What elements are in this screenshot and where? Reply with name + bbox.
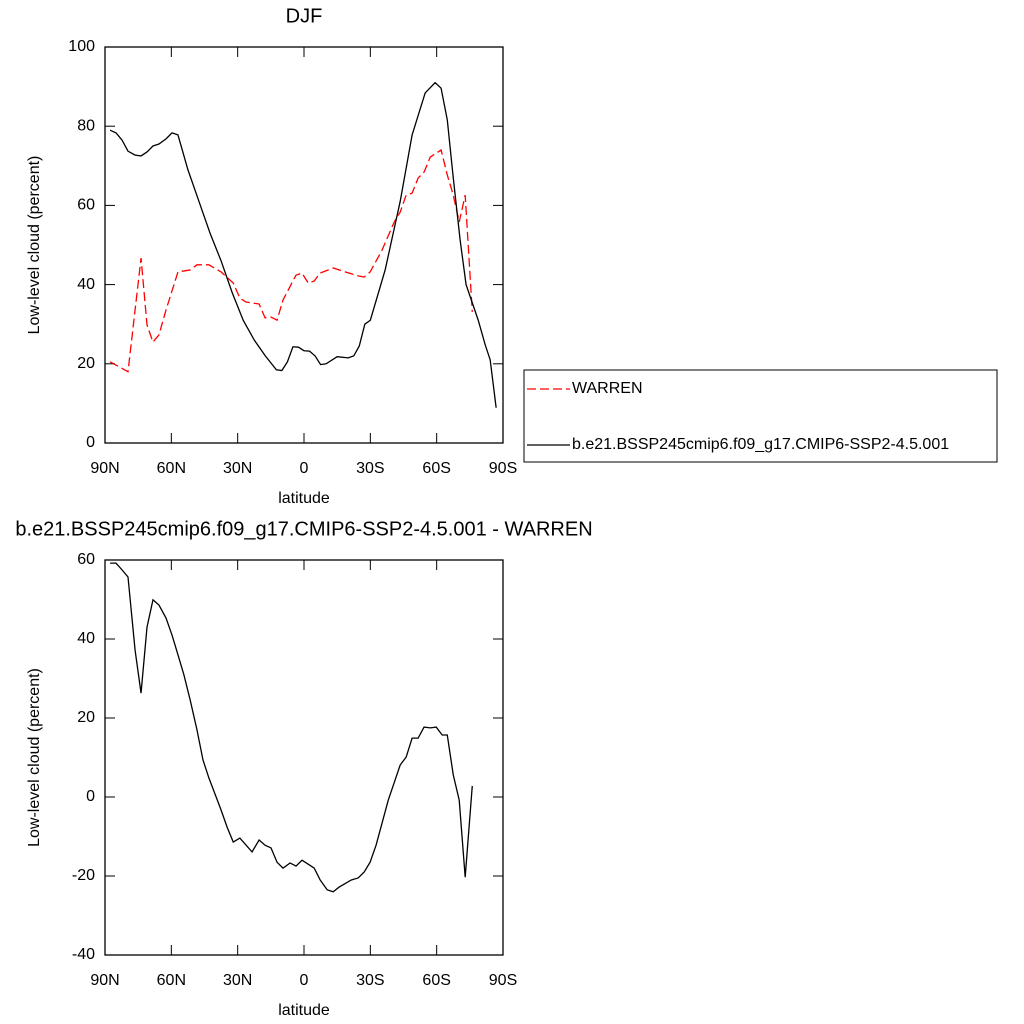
x-tick-label: 60N (157, 460, 186, 477)
chart-title: b.e21.BSSP245cmip6.f09_g17.CMIP6-SSP2-4.… (15, 518, 592, 540)
x-tick-label: 90N (90, 460, 119, 477)
x-tick-label: 0 (300, 972, 309, 989)
x-tick-label: 0 (300, 460, 309, 477)
x-tick-label: 30S (356, 972, 384, 989)
x-tick-label: 90N (90, 972, 119, 989)
y-axis-label: Low-level cloud (percent) (26, 156, 43, 335)
x-tick-label: 60S (422, 972, 450, 989)
y-tick-label: 40 (77, 630, 95, 647)
chart-panel: b.e21.BSSP245cmip6.f09_g17.CMIP6-SSP2-4.… (15, 518, 592, 1019)
chart-panel: DJF latitude Low-level cloud (percent) 90N 6… (26, 5, 998, 507)
x-tick-label: 90S (489, 972, 517, 989)
x-tick-label: 30N (223, 972, 252, 989)
legend-label: b.e21.BSSP245cmip6.f09_g17.CMIP6-SSP2-4.… (572, 436, 949, 453)
y-tick-label: 100 (68, 38, 95, 55)
y-tick-label: 0 (86, 434, 95, 451)
y-tick-label: -40 (72, 946, 95, 963)
x-tick-label: 60S (422, 460, 450, 477)
x-axis-label: latitude (278, 490, 330, 507)
x-tick-label: 60N (157, 972, 186, 989)
y-tick-label: 40 (77, 276, 95, 293)
y-tick-label: 60 (77, 551, 95, 568)
plot-frame (104, 46, 504, 444)
y-tick-label: 0 (86, 788, 95, 805)
y-tick-label: -20 (72, 867, 95, 884)
x-axis-label: latitude (278, 1002, 330, 1019)
y-tick-label: 20 (77, 709, 95, 726)
chart-title: DJF (286, 5, 323, 27)
series-line (109, 81, 497, 408)
y-tick-label: 60 (77, 197, 95, 214)
y-axis-label: Low-level cloud (percent) (26, 668, 43, 847)
y-tick-label: 20 (77, 355, 95, 372)
legend-label: WARREN (572, 380, 643, 397)
y-tick-label: 80 (77, 117, 95, 134)
legend: WARREN b.e21.BSSP245cmip6.f09_g17.CMIP6-S… (523, 369, 998, 463)
series-line (109, 148, 473, 373)
x-tick-label: 90S (489, 460, 517, 477)
x-tick-label: 30N (223, 460, 252, 477)
legend-box (523, 369, 998, 463)
x-tick-label: 30S (356, 460, 384, 477)
plot-frame (104, 559, 504, 956)
series-line (110, 562, 473, 893)
